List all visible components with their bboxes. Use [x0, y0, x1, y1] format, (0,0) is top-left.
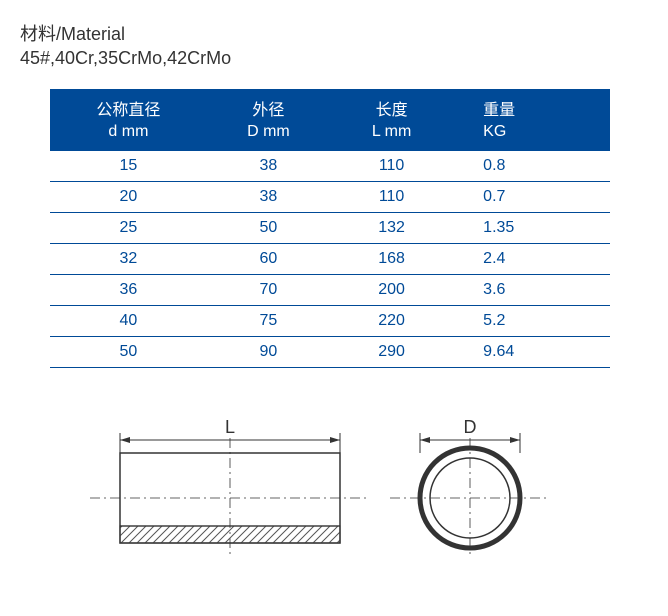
table-cell: 36: [50, 274, 207, 305]
spec-table: 公称直径d mm 外径D mm 长度L mm 重量KG 15381100.820…: [50, 89, 610, 368]
material-label: 材料/Material: [20, 20, 648, 46]
table-row: 15381100.8: [50, 151, 610, 182]
table-cell: 70: [207, 274, 330, 305]
table-row: 32601682.4: [50, 243, 610, 274]
header-nominal-dia: 公称直径d mm: [50, 91, 207, 151]
table-cell: 220: [330, 305, 453, 336]
table-cell: 9.64: [453, 336, 610, 367]
dim-label-D: D: [464, 417, 477, 437]
table-cell: 200: [330, 274, 453, 305]
table-body: 15381100.820381100.725501321.3532601682.…: [50, 151, 610, 368]
table-cell: 50: [50, 336, 207, 367]
dim-label-L: L: [225, 417, 235, 437]
table-cell: 168: [330, 243, 453, 274]
table-cell: 2.4: [453, 243, 610, 274]
table-cell: 0.7: [453, 181, 610, 212]
table-cell: 3.6: [453, 274, 610, 305]
table-cell: 32: [50, 243, 207, 274]
table-cell: 15: [50, 151, 207, 182]
table-cell: 110: [330, 151, 453, 182]
table-cell: 90: [207, 336, 330, 367]
table-cell: 290: [330, 336, 453, 367]
table-cell: 5.2: [453, 305, 610, 336]
table-row: 20381100.7: [50, 181, 610, 212]
table-cell: 38: [207, 151, 330, 182]
table-cell: 25: [50, 212, 207, 243]
table-row: 40752205.2: [50, 305, 610, 336]
header-weight: 重量KG: [453, 91, 610, 151]
table-cell: 40: [50, 305, 207, 336]
table-cell: 132: [330, 212, 453, 243]
table-row: 36702003.6: [50, 274, 610, 305]
table-cell: 0.8: [453, 151, 610, 182]
table-cell: 110: [330, 181, 453, 212]
table-cell: 50: [207, 212, 330, 243]
header-outer-dia: 外径D mm: [207, 91, 330, 151]
table-cell: 38: [207, 181, 330, 212]
table-cell: 75: [207, 305, 330, 336]
table-cell: 60: [207, 243, 330, 274]
material-value: 45#,40Cr,35CrMo,42CrMo: [20, 48, 648, 69]
header-length: 长度L mm: [330, 91, 453, 151]
table-cell: 20: [50, 181, 207, 212]
technical-diagram: L D: [80, 408, 580, 568]
table-header-row: 公称直径d mm 外径D mm 长度L mm 重量KG: [50, 91, 610, 151]
table-row: 50902909.64: [50, 336, 610, 367]
table-row: 25501321.35: [50, 212, 610, 243]
table-cell: 1.35: [453, 212, 610, 243]
